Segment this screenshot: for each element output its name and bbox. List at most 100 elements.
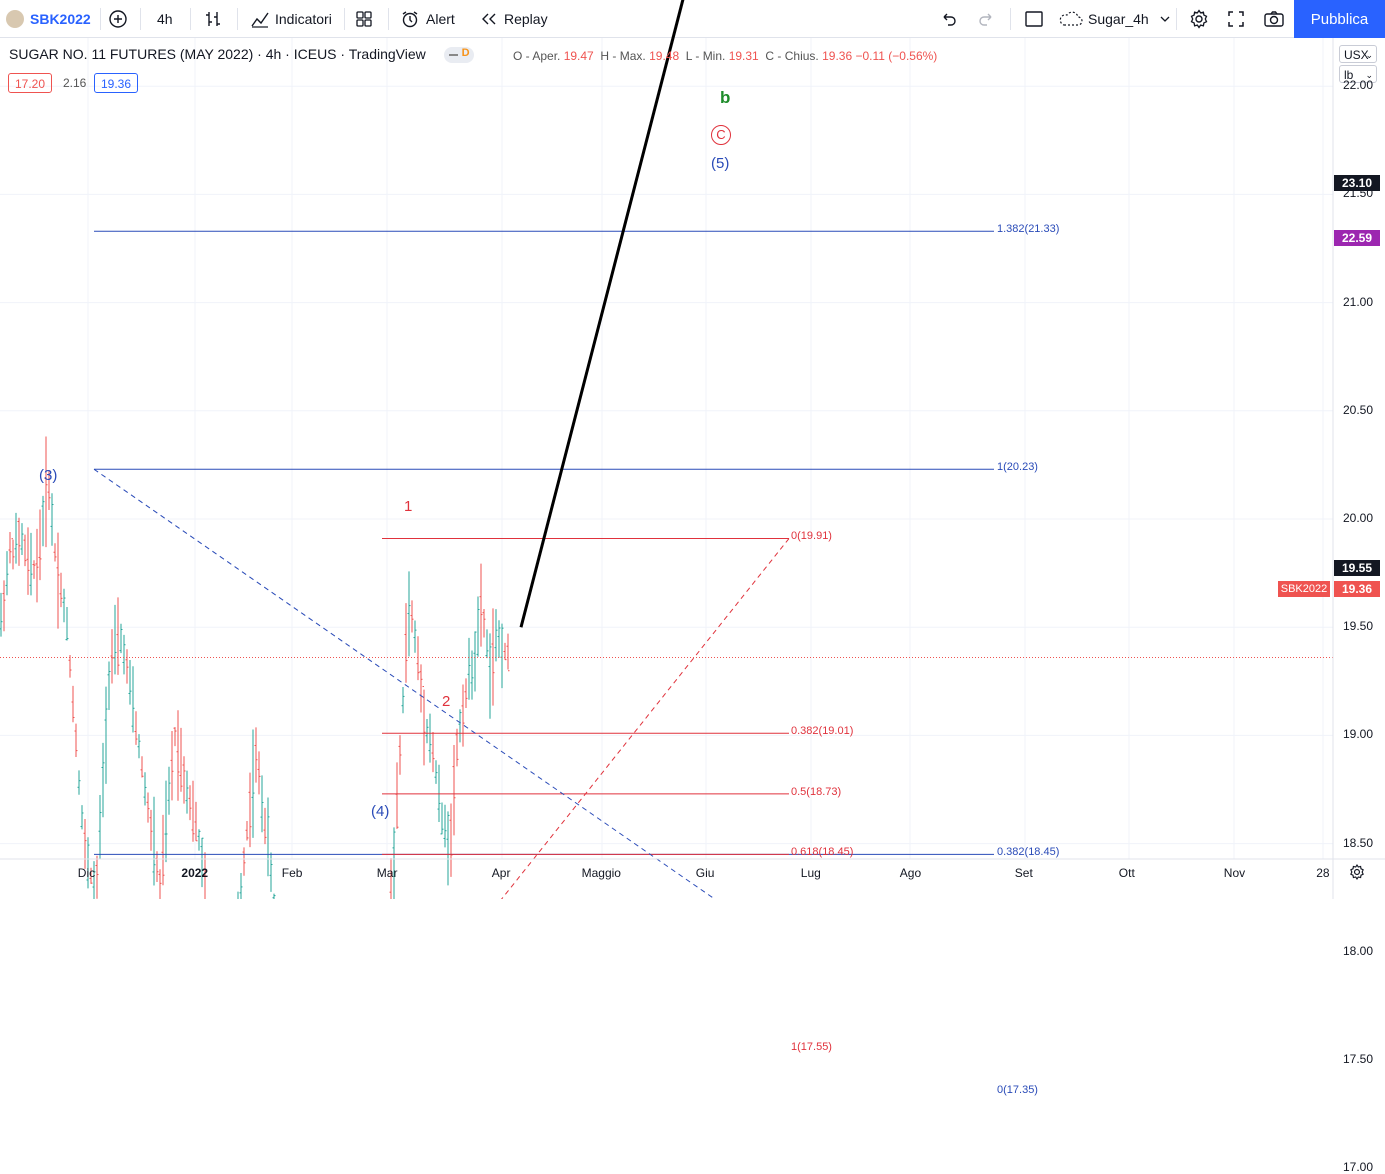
legend-title: SUGAR NO. 11 FUTURES (MAY 2022) · 4h · I… xyxy=(9,46,426,62)
gear-icon xyxy=(1350,864,1364,880)
target-price-tag: 23.10 xyxy=(1334,175,1380,191)
time-tick-label: 2022 xyxy=(181,866,209,880)
rewind-icon xyxy=(482,13,496,25)
fullscreen-toggle-button[interactable] xyxy=(1024,0,1044,38)
price-tick-label: 20.00 xyxy=(1343,511,1374,525)
fullscreen-icon xyxy=(1228,11,1244,27)
wave-b-label[interactable]: b xyxy=(720,88,731,107)
time-tick-label: 28 xyxy=(1316,866,1330,880)
replay-button[interactable]: Replay xyxy=(480,0,548,38)
layouts-button[interactable] xyxy=(354,0,374,38)
publish-button[interactable]: Pubblica xyxy=(1294,0,1385,38)
bar-chart-style-icon xyxy=(206,12,220,26)
wave-c-label[interactable]: C xyxy=(711,125,731,145)
price-tick-label: 20.50 xyxy=(1343,402,1374,417)
wave-5-label[interactable]: (5) xyxy=(711,155,730,172)
fib-red-label: 0.618(18.45) xyxy=(791,846,854,859)
ask-price-pill[interactable]: 19.36 xyxy=(94,73,139,93)
alert-button[interactable]: Alert xyxy=(400,0,455,38)
add-symbol-button[interactable] xyxy=(108,0,128,38)
blue-trend-projection xyxy=(93,468,716,899)
wave-5-projection-line xyxy=(519,0,685,628)
top-toolbar: SBK2022 4h Indicatori Alert Replay Sugar… xyxy=(0,0,1385,38)
chart-canvas[interactable] xyxy=(0,0,1385,899)
price-tick-label: 19.00 xyxy=(1343,727,1374,742)
time-tick-label: Maggio xyxy=(581,866,621,880)
symbol-legend: SUGAR NO. 11 FUTURES (MAY 2022) · 4h · I… xyxy=(9,46,474,64)
fib-blue-label: 0.382(18.45) xyxy=(997,846,1060,859)
chevron-down-icon xyxy=(1160,16,1170,22)
price-tick-label: 21.00 xyxy=(1343,294,1374,309)
chart-grid xyxy=(0,38,1333,859)
spread-value: 2.16 xyxy=(63,76,87,90)
drawing-overlays xyxy=(0,0,1333,899)
price-tick-label: 22.00 xyxy=(1343,78,1374,93)
symbol-logo-icon xyxy=(6,10,24,28)
price-tick-label: 17.50 xyxy=(1343,1052,1374,1066)
indicators-icon xyxy=(251,12,269,28)
time-tick-label: Giu xyxy=(695,866,715,880)
red-trend-projection xyxy=(501,538,790,899)
time-tick-label: Apr xyxy=(491,866,511,880)
fib-red-label: 0.5(18.73) xyxy=(791,785,842,798)
unit-select[interactable]: lb ⌄ xyxy=(1339,65,1377,83)
price-bars xyxy=(0,436,510,899)
undo-button[interactable] xyxy=(939,0,959,38)
currency-select[interactable]: USX ⌄ xyxy=(1339,45,1377,63)
indicators-label: Indicatori xyxy=(275,11,332,27)
eye-toggle-icon[interactable]: D xyxy=(443,47,474,64)
interval-button[interactable]: 4h xyxy=(157,0,173,38)
camera-icon xyxy=(1264,11,1284,27)
snapshot-button[interactable] xyxy=(1263,0,1285,38)
fib-blue-label: 0(17.35) xyxy=(997,1084,1038,1097)
layout-name-button[interactable]: Sugar_4h xyxy=(1058,0,1171,38)
wave-1-label[interactable]: 1 xyxy=(404,498,413,515)
fib-red-label: 0(19.91) xyxy=(791,530,832,543)
time-tick-label: Dic xyxy=(77,866,96,880)
dashed-level-tag: 22.59 xyxy=(1334,230,1380,246)
plus-circle-icon xyxy=(109,10,127,28)
symbol-price-tag: SBK2022 xyxy=(1278,581,1330,597)
cursor-price-tag: 19.55 xyxy=(1334,560,1380,576)
symbol-text: SBK2022 xyxy=(30,11,91,27)
wave-4-label[interactable]: (4) xyxy=(371,803,390,820)
fib-red-label: 0.382(19.01) xyxy=(791,725,854,738)
indicators-button[interactable]: Indicatori xyxy=(250,0,332,38)
interval-label: 4h xyxy=(157,11,173,27)
layout-name-label: Sugar_4h xyxy=(1088,11,1149,27)
time-tick-label: Set xyxy=(1014,866,1033,880)
fib-blue-label: 1.382(21.33) xyxy=(997,223,1060,236)
time-tick-label: Ott xyxy=(1118,866,1135,880)
fibonacci-levels xyxy=(94,230,994,855)
redo-icon xyxy=(979,13,992,26)
gear-icon xyxy=(1190,9,1208,29)
fib-blue-label: 1(20.23) xyxy=(997,461,1038,474)
replay-label: Replay xyxy=(504,11,548,27)
ohlc-readout: O - Aper. 19.47 H - Max. 19.48 L - Min. … xyxy=(513,49,938,63)
alarm-clock-icon xyxy=(402,11,418,28)
undo-icon xyxy=(943,13,956,26)
chart-settings-button[interactable] xyxy=(1348,863,1366,886)
wave-3-label[interactable]: (3) xyxy=(39,467,58,484)
time-tick-label: Mar xyxy=(376,866,398,880)
square-icon xyxy=(1025,11,1043,27)
fib-red-label: 1(17.55) xyxy=(791,1041,832,1054)
wave-2-label[interactable]: 2 xyxy=(442,693,451,710)
time-tick-label: Nov xyxy=(1223,866,1246,880)
price-tick-label: 18.50 xyxy=(1343,835,1374,850)
chart-style-button[interactable] xyxy=(203,0,223,38)
settings-button[interactable] xyxy=(1188,0,1210,38)
time-tick-label: Feb xyxy=(281,866,303,880)
price-tick-label: 18.00 xyxy=(1343,943,1374,958)
last-price-tag: 19.36 xyxy=(1334,581,1380,597)
redo-button[interactable] xyxy=(976,0,996,38)
alert-label: Alert xyxy=(426,11,455,27)
symbol-button[interactable]: SBK2022 xyxy=(6,0,91,38)
time-tick-label: Lug xyxy=(800,866,821,880)
price-tick-label: 17.00 xyxy=(1343,1160,1374,1174)
price-tick-label: 19.50 xyxy=(1343,619,1374,634)
maximize-button[interactable] xyxy=(1226,0,1246,38)
data-badge: D xyxy=(461,47,470,60)
grid-layout-icon xyxy=(356,11,372,27)
bid-price-pill[interactable]: 17.20 xyxy=(8,73,53,93)
